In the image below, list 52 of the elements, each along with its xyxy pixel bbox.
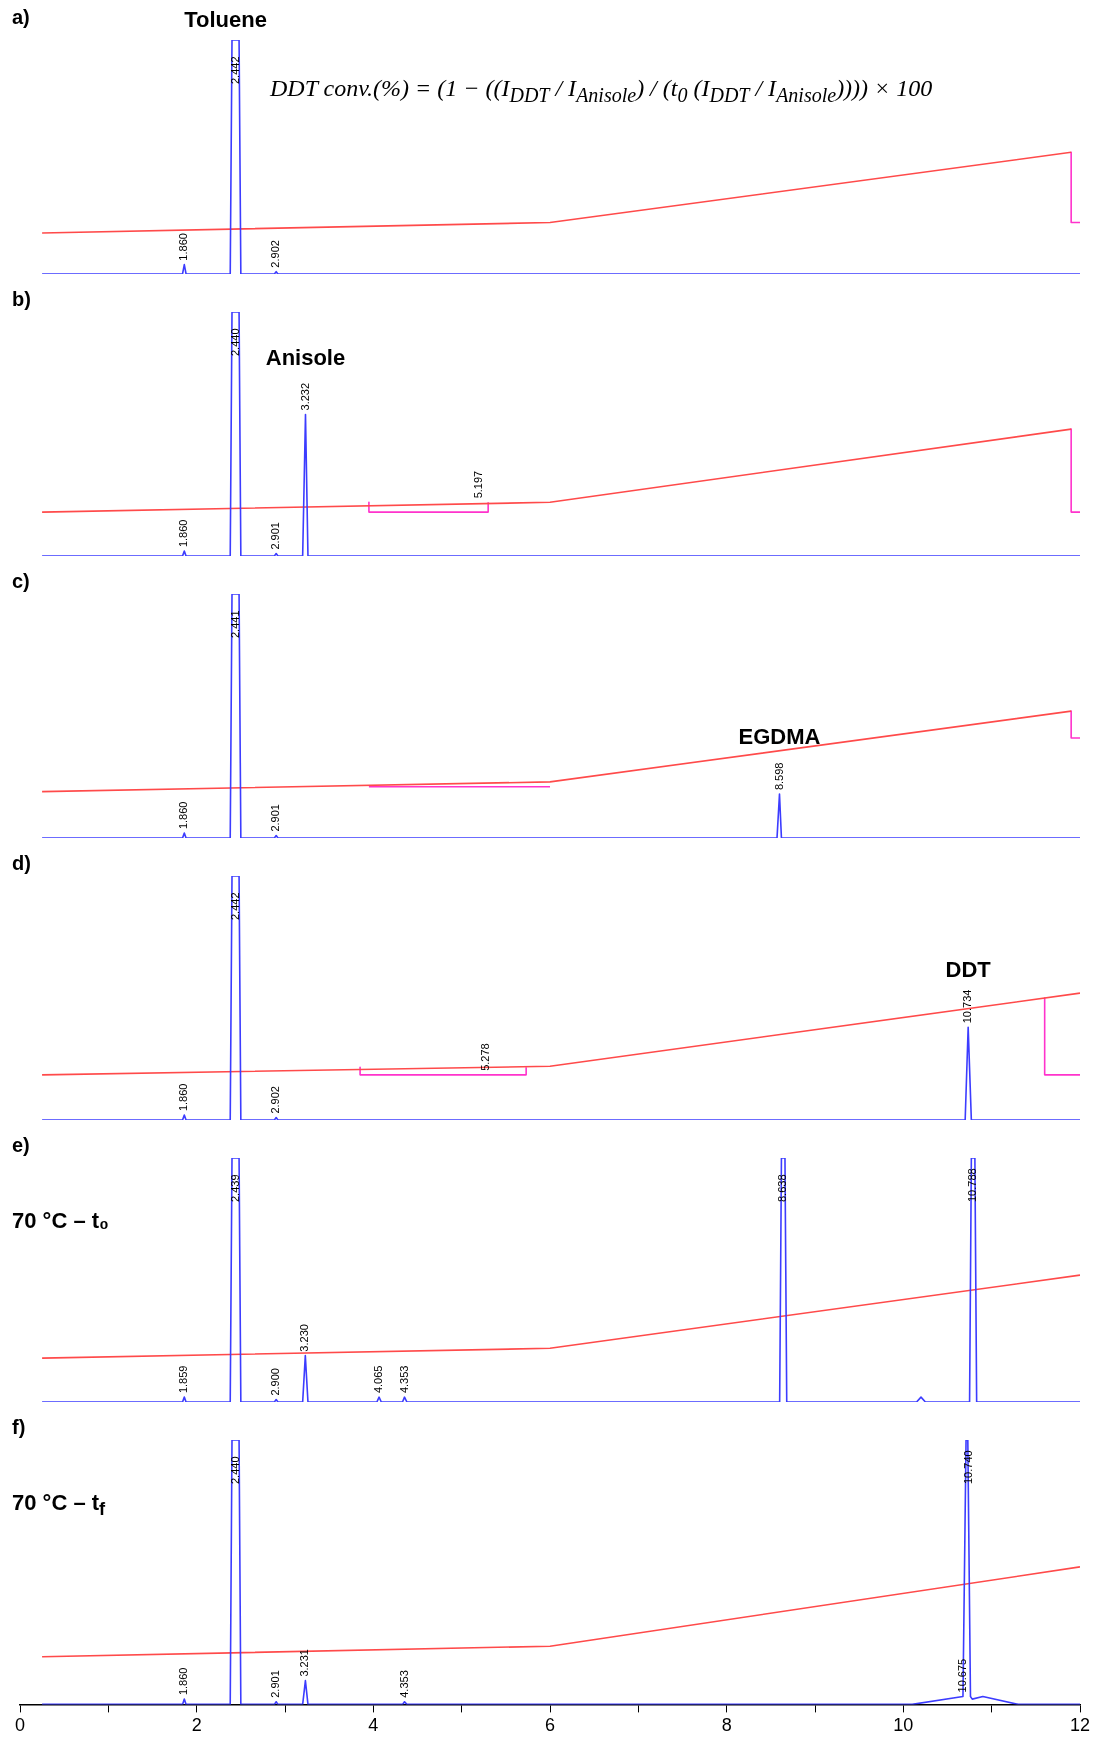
annotation: Toluene [184, 7, 267, 33]
annotation: 5.278 [479, 1043, 492, 1071]
annotation: 8.598 [772, 762, 785, 791]
annotation: 10.675 [955, 1658, 968, 1693]
text: d) [12, 852, 31, 875]
x-tick-label: 0 [14, 1715, 26, 1736]
annotation: 4.353 [397, 1365, 410, 1394]
text: c) [12, 570, 30, 593]
annotation: 10.740 [961, 1450, 974, 1484]
annotation: 2.440 [228, 1456, 241, 1484]
annotation: 8.638 [776, 1174, 789, 1202]
annotation: 4.065 [372, 1365, 385, 1394]
x-tick-label: 8 [721, 1715, 732, 1736]
annotation: 1.860 [177, 233, 190, 261]
annotation: 4.353 [397, 1670, 410, 1698]
text: b) [12, 288, 31, 311]
annotation: 2.441 [228, 610, 241, 638]
x-tick-label: 12 [1069, 1715, 1091, 1736]
annotation: 2.901 [269, 1670, 282, 1698]
x-tick-label: 4 [368, 1715, 379, 1736]
annotation: 3.232 [298, 382, 311, 411]
text: f) [12, 1416, 26, 1439]
annotation: 2.440 [228, 328, 241, 356]
annotation: 10.788 [965, 1168, 978, 1202]
x-tick-label: 10 [893, 1715, 914, 1736]
annotation: 10.734 [961, 989, 974, 1024]
annotation: 1.860 [177, 519, 190, 548]
annotation: EGDMA [738, 724, 821, 750]
annotation: 1.860 [177, 801, 190, 830]
annotation: 1.859 [177, 1365, 190, 1394]
annotation: Anisole [265, 344, 346, 370]
x-tick-label: 2 [191, 1715, 202, 1736]
annotation: 2.901 [269, 804, 282, 832]
annotation: 70 °C – t$_{f}$ [12, 1490, 106, 1521]
text: e) [12, 1134, 30, 1157]
annotation: DDT [945, 957, 992, 983]
annotation: 2.442 [228, 892, 241, 920]
annotation: 5.197 [472, 470, 485, 499]
annotation: 2.442 [228, 56, 241, 84]
annotation: 2.902 [269, 240, 282, 268]
x-tick-label: 6 [544, 1715, 556, 1736]
text: a) [12, 6, 30, 29]
text: DDT conv.(%) = (1 − ((I$_{DDT}$ / I$_{Anisole}$) / (t$_{0}$ (I$_{DDT}$ / I$_{Anisole}$)))) × 100 [270, 75, 933, 106]
annotation: 2.439 [228, 1174, 241, 1202]
annotation: 2.902 [269, 1086, 282, 1114]
annotation: 2.900 [269, 1368, 282, 1396]
annotation: 2.901 [269, 522, 282, 550]
annotation: 3.231 [298, 1649, 311, 1677]
annotation: 3.230 [298, 1324, 311, 1352]
annotation: 70 °C – t₀ [12, 1208, 109, 1234]
annotation: 1.860 [177, 1083, 190, 1112]
annotation: 1.860 [177, 1667, 190, 1696]
